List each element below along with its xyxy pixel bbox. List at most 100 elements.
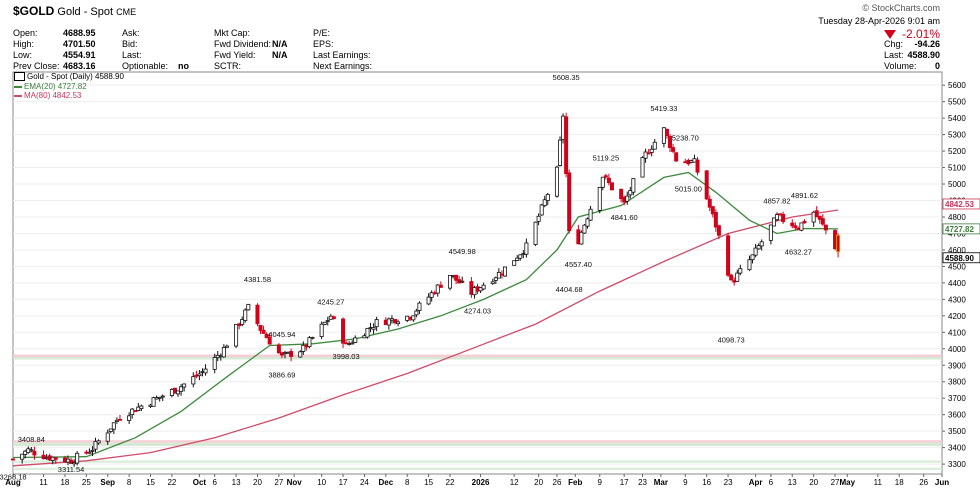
x-tick-label: 17	[620, 478, 629, 487]
candle	[545, 194, 550, 201]
candle	[157, 396, 162, 399]
candle	[558, 139, 563, 166]
legend-ma: MA(80) 4842.53	[14, 91, 81, 100]
candle	[668, 135, 673, 149]
x-tick-label: Oct	[193, 478, 207, 487]
price-annotation: 5015.00	[675, 185, 702, 194]
candle	[212, 357, 217, 370]
candle	[631, 178, 636, 193]
candle	[105, 432, 110, 442]
quote-label: Bid:	[122, 39, 138, 49]
candle	[29, 449, 34, 452]
candle	[87, 451, 92, 454]
price-annotation: 3408.84	[18, 435, 45, 444]
candle	[179, 386, 184, 392]
down-arrow-icon	[883, 30, 896, 40]
last-value-label: 4842.53	[945, 200, 974, 209]
x-tick-label: 8	[127, 478, 132, 487]
quote-value: no	[178, 61, 189, 71]
x-tick-label: Nov	[287, 478, 303, 487]
x-tick-label: 20	[253, 478, 262, 487]
candle	[759, 241, 764, 247]
quote-label: EPS:	[313, 39, 334, 49]
x-tick-label: 11	[874, 478, 883, 487]
candle	[426, 296, 431, 305]
quote-label: Volume:	[884, 61, 917, 71]
price-annotation: 3268.18	[0, 472, 27, 481]
candle	[750, 254, 755, 261]
candle	[747, 259, 752, 271]
x-tick-label: 6	[212, 478, 217, 487]
candle	[536, 215, 541, 222]
price-annotation: 4857.82	[763, 196, 790, 205]
candle	[585, 218, 590, 227]
price-annotation: 4245.27	[317, 297, 344, 306]
candle	[307, 337, 312, 348]
candle	[640, 157, 645, 178]
candle	[649, 148, 654, 153]
candle-icon	[14, 72, 25, 82]
support-band	[13, 467, 942, 470]
candle	[255, 304, 260, 325]
candle	[704, 170, 709, 200]
x-tick-label: 9	[598, 478, 603, 487]
quote-value: 0	[934, 61, 940, 71]
candle	[729, 274, 734, 281]
quote-value: 4554.91	[63, 50, 96, 60]
candle	[628, 190, 633, 196]
candle	[139, 405, 144, 410]
candle	[301, 344, 306, 352]
candle	[774, 214, 779, 220]
candle	[490, 281, 495, 285]
last-value-label: 4588.90	[945, 254, 974, 263]
x-tick-label: Feb	[568, 478, 582, 487]
candle	[127, 415, 132, 421]
last-value-box	[942, 198, 980, 210]
candle	[799, 222, 804, 231]
candle	[90, 449, 95, 452]
candle	[735, 272, 740, 282]
x-tick-label: Sep	[100, 478, 115, 487]
brand-logo: © StockCharts.com	[862, 3, 940, 13]
price-annotation: 4891.62	[791, 191, 818, 200]
candle	[606, 177, 611, 184]
line-icon	[14, 85, 22, 88]
candle	[600, 176, 605, 188]
quote-label: Ask:	[122, 28, 140, 38]
quote-label: P/E:	[313, 28, 331, 38]
quote-label: Next Earnings:	[313, 61, 373, 71]
candle	[234, 324, 239, 347]
x-tick-label: Dec	[378, 478, 393, 487]
x-tick-label: 13	[788, 478, 797, 487]
support-band	[13, 460, 942, 463]
x-tick-label: Jun	[935, 478, 949, 487]
candle	[695, 159, 700, 173]
candle	[588, 208, 593, 221]
quote-value: N/A	[272, 50, 288, 60]
x-tick-label: 27	[274, 478, 283, 487]
x-tick-label: 8	[405, 478, 410, 487]
y-tick-label: 5600	[948, 81, 966, 90]
candle	[417, 302, 422, 311]
quote-label: Last Earnings:	[313, 50, 371, 60]
x-tick-label: 2026	[472, 478, 490, 487]
quote-label: High:	[13, 39, 35, 49]
candle	[768, 224, 773, 241]
y-tick-label: 5500	[948, 98, 966, 107]
candle	[298, 351, 303, 358]
quote-label: Open:	[13, 28, 38, 38]
quote-value: 4688.95	[63, 28, 96, 38]
candle	[524, 242, 529, 255]
x-tick-label: May	[839, 478, 855, 487]
line-icon	[14, 94, 22, 97]
price-annotation: 3886.69	[268, 370, 295, 379]
candle	[289, 351, 294, 357]
candle	[319, 323, 324, 337]
candle	[726, 235, 731, 276]
x-tick-label: 6	[769, 478, 774, 487]
y-tick-label: 4100	[948, 328, 966, 337]
price-annotation: 4098.73	[718, 336, 745, 345]
candle	[93, 440, 98, 450]
y-tick-label: 3400	[948, 444, 966, 453]
